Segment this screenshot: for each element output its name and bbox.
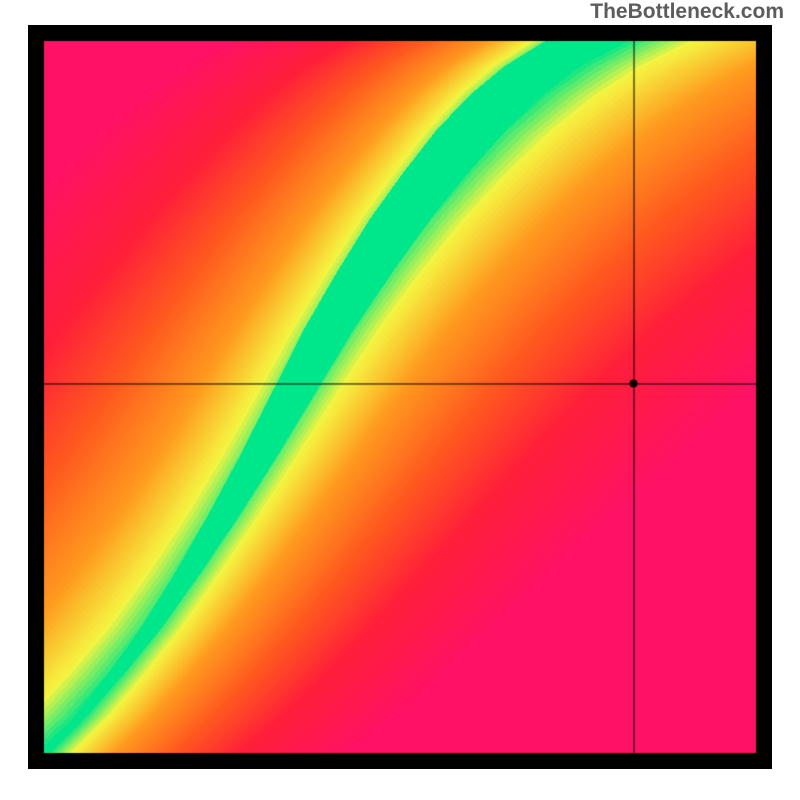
watermark-text: TheBottleneck.com: [590, 0, 784, 24]
bottleneck-heatmap: [28, 25, 772, 769]
heatmap-canvas: [28, 25, 772, 769]
